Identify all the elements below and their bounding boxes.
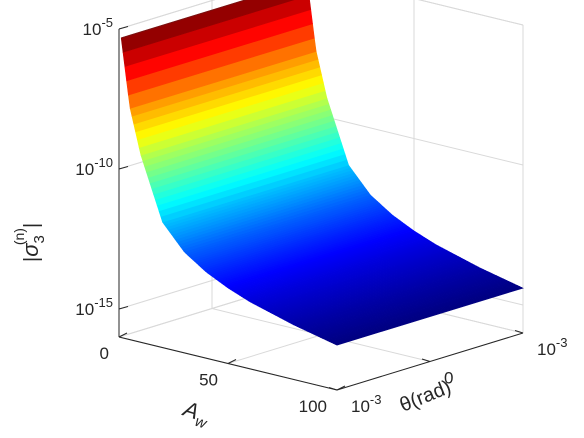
z-gridline-right-wall	[418, 0, 524, 26]
y-axis-label: Aw	[177, 395, 214, 432]
surface-layer	[120, 0, 524, 346]
tick-exponent: -3	[556, 335, 568, 350]
tick-exponent: -3	[370, 392, 382, 407]
z-axis-label-sigma: σ	[18, 243, 43, 257]
y-tick-mark	[118, 332, 128, 338]
y-tick-label: 100	[299, 397, 327, 416]
z-tick-label: 10-15	[75, 295, 113, 319]
x-tick-label: 10-3	[351, 392, 381, 416]
x-tick-label: 0	[444, 369, 453, 388]
z-tick-label: 10-5	[83, 15, 113, 39]
x-tick-mark	[421, 358, 431, 362]
surface-strip	[120, 0, 295, 53]
y-tick-mark	[227, 359, 237, 364]
x-tick-label: 10-3	[537, 335, 567, 359]
tick-exponent: -10	[94, 155, 113, 170]
y-tick-label: 0	[100, 344, 109, 363]
z-tick-mark	[118, 26, 129, 30]
tick-mantissa: 10	[83, 20, 102, 39]
tick-mantissa: 10	[75, 160, 94, 179]
surface-top-edge	[121, 0, 247, 39]
z-axis-label-close: |	[21, 223, 43, 228]
tick-mantissa: 10	[351, 397, 370, 416]
z-axis-label-sub: 3	[31, 235, 48, 243]
x-axis-label: θ(rad)	[397, 376, 455, 416]
tick-exponent: -15	[94, 295, 113, 310]
axis-layer	[118, 26, 524, 391]
z-axis-label-sup: (n)	[11, 228, 27, 245]
z-axis-label: |σ3(n)|	[11, 223, 48, 262]
tick-exponent: -5	[101, 15, 113, 30]
x-tick-mark	[514, 330, 524, 334]
z-tick-label: 10-10	[75, 155, 113, 179]
x-tick-mark	[328, 387, 338, 391]
y-tick-mark	[336, 385, 346, 391]
tick-mantissa: 10	[537, 340, 556, 359]
tick-mantissa: 10	[75, 300, 94, 319]
z-tick-mark	[118, 166, 129, 170]
z-axis-label-open: |	[21, 257, 43, 262]
z-tick-mark	[118, 306, 129, 310]
y-tick-label: 50	[199, 371, 218, 390]
